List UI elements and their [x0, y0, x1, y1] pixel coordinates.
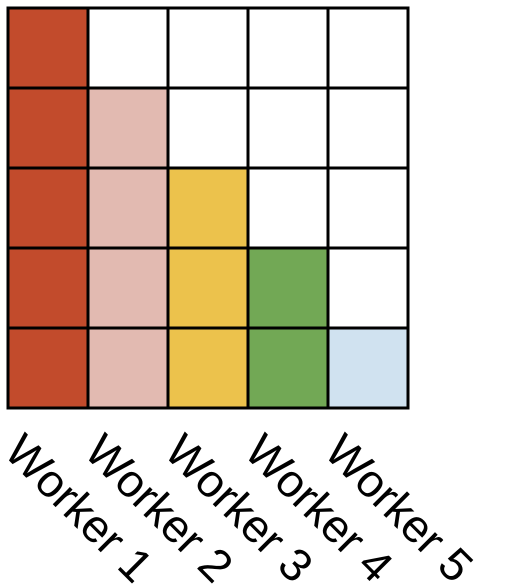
grid-cell-w4-r3-empty	[246, 166, 330, 250]
grid-cell-w5-r1-empty	[326, 6, 410, 90]
worker-grid	[6, 6, 410, 410]
grid-cell-w3-r3-filled	[166, 166, 250, 250]
grid-cell-w4-r5-filled	[246, 326, 330, 410]
grid-cell-w5-r4-empty	[326, 246, 410, 330]
grid-cell-w1-r2-filled	[6, 86, 90, 170]
grid-cell-w4-r2-empty	[246, 86, 330, 170]
grid-cell-w2-r2-filled	[86, 86, 170, 170]
grid-cell-w4-r1-empty	[246, 6, 330, 90]
grid-cell-w1-r5-filled	[6, 326, 90, 410]
grid-cell-w1-r3-filled	[6, 166, 90, 250]
grid-cell-w1-r1-filled	[6, 6, 90, 90]
grid-cell-w5-r3-empty	[326, 166, 410, 250]
grid-cell-w2-r5-filled	[86, 326, 170, 410]
grid-cell-w2-r4-filled	[86, 246, 170, 330]
grid-cell-w4-r4-filled	[246, 246, 330, 330]
grid-cell-w1-r4-filled	[6, 246, 90, 330]
grid-cell-w3-r5-filled	[166, 326, 250, 410]
grid-cell-w3-r1-empty	[166, 6, 250, 90]
grid-cell-w2-r1-empty	[86, 6, 170, 90]
grid-cell-w3-r2-empty	[166, 86, 250, 170]
grid-cell-w5-r2-empty	[326, 86, 410, 170]
grid-cell-w3-r4-filled	[166, 246, 250, 330]
grid-cell-w2-r3-filled	[86, 166, 170, 250]
grid-cell-w5-r5-filled	[326, 326, 410, 410]
